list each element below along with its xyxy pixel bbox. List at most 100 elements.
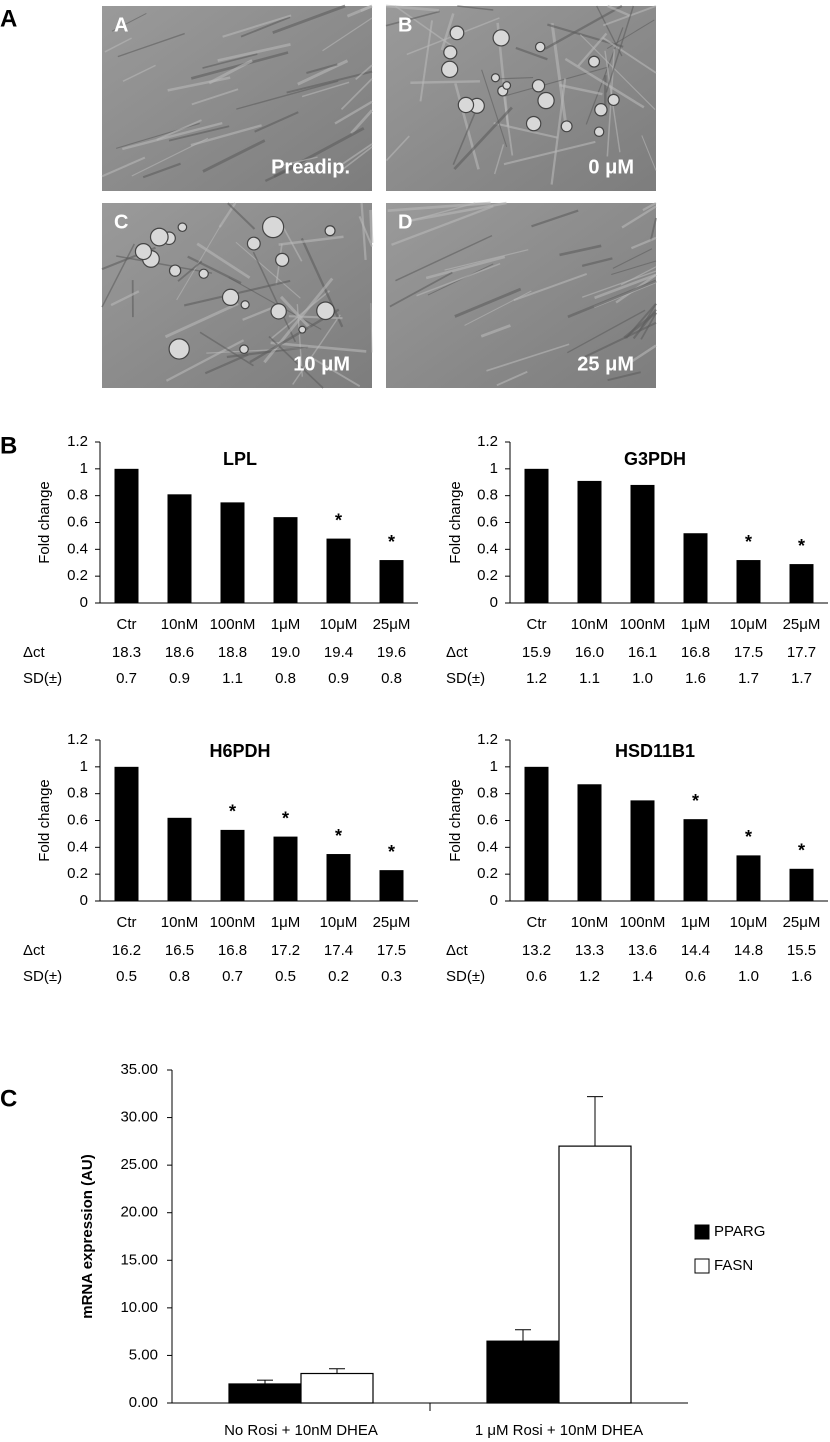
table-cell: 13.3 [575,942,604,959]
bar [630,800,655,901]
x-tick-label: 25μM [783,616,821,633]
x-tick-label: Ctr [117,914,137,931]
droplet [298,325,307,334]
droplet [531,79,546,93]
texture [340,78,373,110]
droplet [261,215,285,239]
texture [581,270,657,298]
table-cell: 16.0 [575,644,604,661]
table-cell: 1.6 [791,968,812,985]
droplet [149,227,169,247]
texture [410,80,480,84]
texture [567,279,657,319]
texture [504,66,609,97]
table-cell: 18.3 [112,644,141,661]
significance-mark: * [388,842,395,862]
table-row-label: SD(±) [446,670,485,687]
texture [312,357,361,388]
texture [122,121,223,151]
texture [453,106,513,171]
legend-label: PPARG [714,1223,765,1240]
texture [457,5,494,11]
texture [564,57,645,109]
y-axis-label: mRNA expression (AU) [79,1154,96,1318]
y-tick-label: 0.6 [477,811,498,828]
significance-mark: * [745,827,752,847]
x-tick-label: 25μM [783,914,821,931]
table-cell: 16.1 [628,644,657,661]
table-cell: 1.7 [791,670,812,687]
droplet [239,344,249,355]
x-tick-label: Ctr [117,616,137,633]
micrograph: C 10 μM [101,202,374,389]
y-tick-label: 0.4 [477,838,498,855]
texture [269,290,331,340]
texture [550,78,567,185]
droplet [324,225,336,237]
texture [581,257,613,268]
texture [496,370,528,387]
table-cell: 1.1 [579,670,600,687]
x-tick-label: 1μM [681,616,710,633]
significance-mark: * [745,532,752,552]
texture [493,77,534,80]
texture [270,341,367,353]
texture [187,255,242,285]
texture [649,217,657,241]
texture [339,143,373,167]
significance-mark: * [798,841,805,861]
texture [202,53,258,69]
x-tick-label: 10μM [730,914,768,931]
texture [165,339,245,382]
x-tick-label: 1μM [271,616,300,633]
texture [254,111,299,133]
y-tick-label: 1 [80,460,88,477]
texture [286,70,373,94]
texture [464,290,532,326]
y-tick-label: 30.00 [120,1109,158,1126]
texture [240,16,291,38]
bar [683,533,708,603]
texture [222,14,292,38]
x-tick-label: No Rosi + 10nM DHEA [224,1422,378,1439]
texture [142,162,181,179]
texture [544,4,623,50]
texture [607,4,631,17]
legend-swatch [694,1224,710,1240]
x-tick-label: 1μM [681,914,710,931]
texture [584,321,657,358]
y-tick-label: 1 [490,460,498,477]
bar [220,502,245,603]
chart-title: LPL [223,449,257,469]
droplet [443,45,458,60]
texture [340,146,373,172]
bar [630,484,655,603]
table-cell: 0.5 [116,968,137,985]
texture [515,46,548,61]
texture [452,113,476,165]
y-tick-label: 0 [80,892,88,909]
texture [199,331,254,367]
table-row-label: Δct [23,644,46,661]
texture [607,371,641,382]
texture [217,43,291,62]
y-tick-label: 0 [490,594,498,611]
texture [242,306,273,321]
texture [110,290,140,307]
micrograph-image [102,6,372,191]
droplet [534,41,546,53]
y-tick-label: 0.00 [129,1394,158,1411]
texture [191,88,239,106]
significance-mark: * [335,510,342,530]
table-cell: 13.6 [628,942,657,959]
droplet [560,120,573,133]
y-tick-label: 0.2 [67,567,88,584]
droplet [440,60,459,79]
texture [177,260,203,282]
bar [558,1145,632,1404]
y-tick-label: 0 [490,892,498,909]
texture [358,216,373,247]
texture [640,312,657,340]
bar [524,766,549,901]
texture [369,209,374,243]
